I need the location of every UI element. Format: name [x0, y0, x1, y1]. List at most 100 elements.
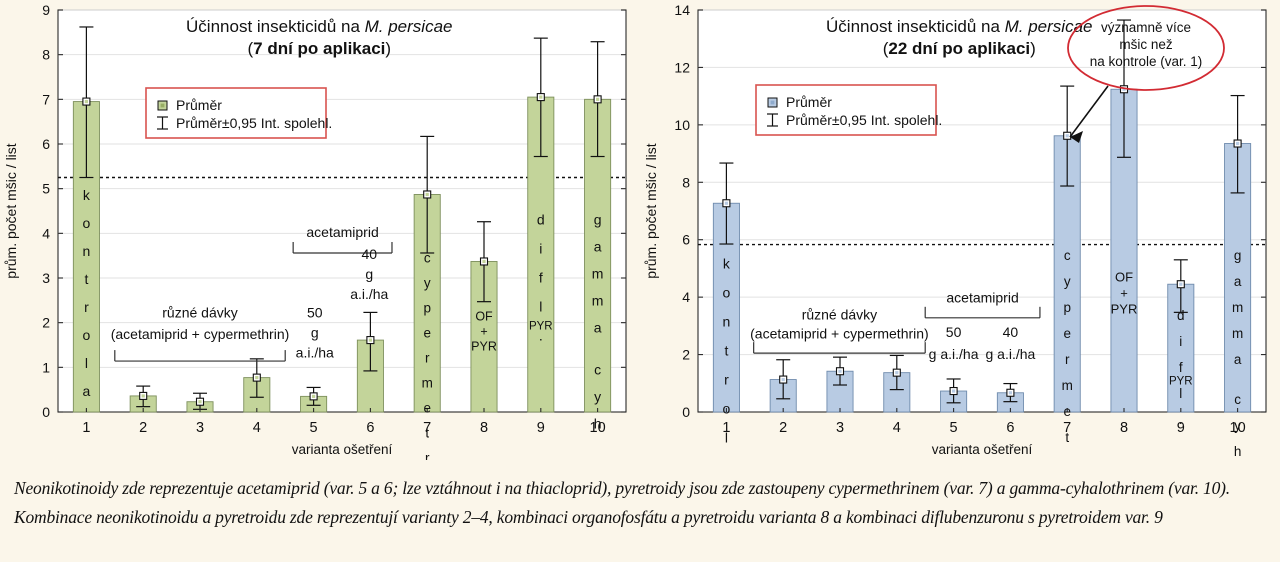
bar-inner-small-label: PYR [1169, 376, 1193, 388]
bracket-acetamiprid: acetamiprid [292, 224, 393, 254]
bar-group [1110, 19, 1138, 413]
bar-group [1053, 85, 1081, 413]
svg-text:m: m [422, 375, 433, 390]
x-tick-label: 10 [1230, 420, 1246, 436]
y-axis-label: prům. počet mšic / list [3, 143, 19, 278]
x-axis-label: varianta ošetření [292, 442, 393, 457]
svg-text:g: g [594, 211, 602, 227]
svg-text:(acetamiprid + cypermethrin): (acetamiprid + cypermethrin) [750, 325, 929, 341]
svg-text:e: e [423, 325, 431, 340]
bar-group [1224, 94, 1252, 413]
bar-group [584, 41, 612, 413]
y-tick-label: 10 [674, 117, 690, 133]
svg-text:Účinnost insekticidů na M. per: Účinnost insekticidů na M. persicae [186, 17, 452, 36]
svg-text:t: t [425, 425, 429, 440]
svg-text:g a.i./ha: g a.i./ha [985, 346, 1035, 362]
svg-text:g: g [1234, 248, 1242, 263]
y-axis-label: prům. počet mšic / list [643, 143, 659, 278]
chart-right-22-days: 0 2 4 6 8 10 12 14 prům. počet mšic / list 1 2 3 4 5 6… [640, 0, 1280, 460]
x-tick-label: 2 [139, 420, 147, 436]
bar-group [129, 385, 157, 413]
svg-text:e: e [1063, 326, 1071, 341]
svg-text:n: n [83, 243, 91, 259]
svg-text:g: g [365, 266, 373, 282]
callout-annotation: významně více mšic než na kontrole (var. 1… [1067, 5, 1225, 143]
svg-text:g: g [311, 324, 319, 340]
y-tick-label: 3 [42, 270, 50, 286]
svg-text:(22 dní po aplikaci): (22 dní po aplikaci) [883, 39, 1036, 58]
svg-text:t: t [1065, 430, 1069, 445]
x-tick-label: 1 [82, 420, 90, 436]
svg-text:+: + [1120, 285, 1128, 300]
y-tick-label: 6 [42, 136, 50, 152]
y-tick-label: 6 [682, 232, 690, 248]
legend-ci-label: Průměr±0,95 Int. spolehl. [176, 115, 332, 131]
svg-text:mšic než: mšic než [1119, 37, 1173, 52]
svg-text:l: l [539, 298, 542, 314]
dose-6-label: 40 g a.i./ha [985, 324, 1035, 362]
bar-group [356, 311, 384, 413]
svg-text:r: r [724, 371, 729, 387]
svg-text:l: l [85, 355, 88, 371]
svg-text:+: + [480, 324, 487, 338]
x-tick-label: 3 [196, 420, 204, 436]
svg-text:p: p [1063, 300, 1071, 315]
bracket-acetamiprid: acetamiprid [924, 289, 1041, 319]
y-tick-label: 5 [42, 181, 50, 197]
x-tick-label: 6 [1006, 420, 1014, 436]
svg-text:a: a [723, 458, 731, 460]
svg-text:o: o [83, 327, 91, 343]
x-tick-label: 6 [366, 420, 374, 436]
svg-text:c: c [424, 250, 431, 265]
svg-text:acetamiprid: acetamiprid [306, 224, 378, 240]
bar-inner-label: difl. [537, 211, 545, 343]
svg-text:PYR: PYR [529, 320, 553, 332]
svg-text:r: r [1065, 352, 1070, 367]
bar-group [527, 37, 555, 413]
svg-text:a: a [594, 238, 602, 254]
svg-text:f: f [1179, 360, 1183, 375]
x-tick-label: 4 [253, 420, 261, 436]
x-tick-label: 7 [1063, 420, 1071, 436]
svg-text:a.i./ha: a.i./ha [350, 286, 388, 302]
svg-text:t: t [724, 342, 728, 358]
svg-text:k: k [723, 255, 731, 271]
svg-text:OF: OF [1115, 269, 1133, 284]
svg-text:i: i [1179, 334, 1182, 349]
svg-text:c: c [1234, 392, 1241, 407]
x-tick-label: 3 [836, 420, 844, 436]
svg-text:(acetamiprid + cypermethrin): (acetamiprid + cypermethrin) [111, 326, 290, 342]
svg-text:.: . [1179, 412, 1183, 427]
svg-text:r: r [84, 299, 89, 315]
dose-6-label: 40 g a.i./ha [350, 246, 388, 302]
y-tick-label: 12 [674, 59, 690, 75]
bar-group [883, 354, 911, 413]
svg-text:h: h [594, 415, 602, 431]
chart-title: Účinnost insekticidů na M. persicae (7 dn… [186, 17, 452, 58]
bracket-doses: různé dávky (acetamiprid + cypermethrin) [750, 307, 929, 354]
svg-text:a: a [1234, 274, 1242, 289]
svg-text:40: 40 [1003, 324, 1019, 340]
bar-group [413, 135, 441, 413]
y-tick-label: 4 [682, 289, 690, 305]
chart-title: Účinnost insekticidů na M. persicae (22 d… [826, 17, 1092, 58]
svg-text:50: 50 [946, 324, 962, 340]
svg-text:c: c [1064, 248, 1071, 263]
x-tick-label: 1 [722, 420, 730, 436]
svg-text:r: r [425, 350, 430, 365]
plot-area-left: 0 1 2 3 4 5 6 7 8 9 prům. počet mšic / list 1 2 3 4 5 6 7… [0, 0, 640, 460]
svg-text:na kontrole (var. 1): na kontrole (var. 1) [1090, 54, 1203, 69]
svg-text:o: o [83, 215, 91, 231]
svg-text:l: l [1179, 386, 1182, 401]
x-tick-label: 4 [893, 420, 901, 436]
svg-text:a: a [594, 319, 602, 335]
svg-text:l: l [725, 429, 728, 445]
svg-text:m: m [592, 265, 604, 281]
svg-text:m: m [1232, 300, 1243, 315]
bar-group [243, 358, 271, 413]
bar-group [769, 359, 797, 413]
